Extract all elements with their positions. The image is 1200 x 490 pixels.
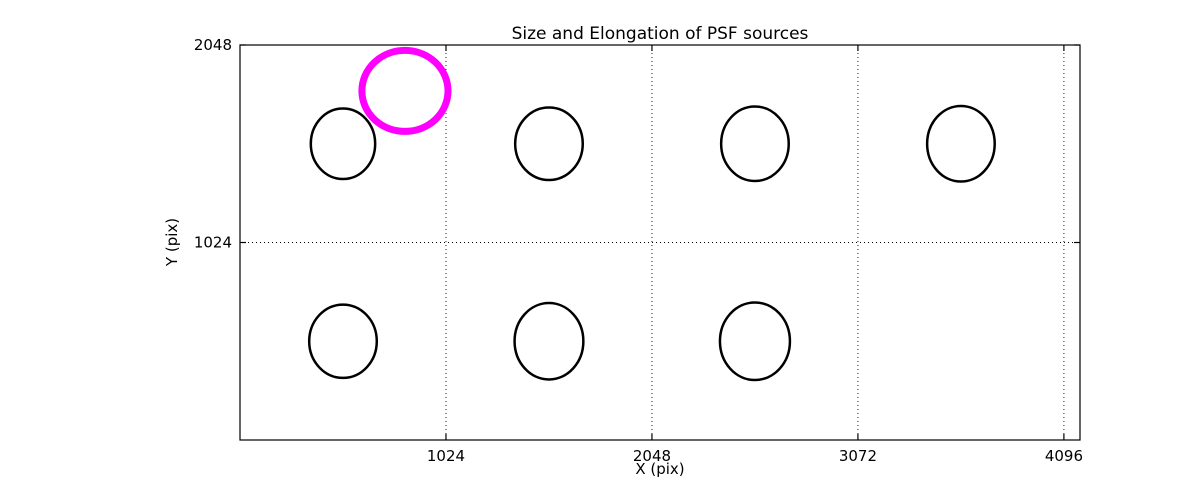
y-tick-label: 1024 bbox=[194, 234, 232, 252]
x-tick-label: 2048 bbox=[633, 447, 671, 465]
x-tick-label: 4096 bbox=[1045, 447, 1083, 465]
tick-label-layer: 1024 2048 3072 4096 1024 2048 bbox=[194, 36, 1083, 465]
y-tick-label: 2048 bbox=[194, 36, 232, 54]
highlighted-psf-ellipse bbox=[358, 46, 452, 135]
psf-ellipse bbox=[307, 303, 379, 380]
psf-ellipse bbox=[925, 104, 996, 183]
x-tick-label: 3072 bbox=[839, 447, 877, 465]
psf-ellipse bbox=[513, 106, 585, 182]
x-tick-label: 1024 bbox=[427, 447, 465, 465]
x-axis-label: X (pix) bbox=[635, 460, 684, 478]
tick-layer bbox=[240, 44, 1080, 440]
chart-title: Size and Elongation of PSF sources bbox=[512, 24, 809, 44]
y-axis-label: Y (pix) bbox=[163, 218, 181, 267]
psf-ellipse bbox=[309, 107, 377, 181]
psf-ellipse bbox=[718, 301, 792, 382]
psf-ellipse bbox=[719, 105, 790, 183]
ellipse-mark-layer bbox=[307, 46, 996, 382]
psf-ellipse bbox=[513, 301, 585, 381]
